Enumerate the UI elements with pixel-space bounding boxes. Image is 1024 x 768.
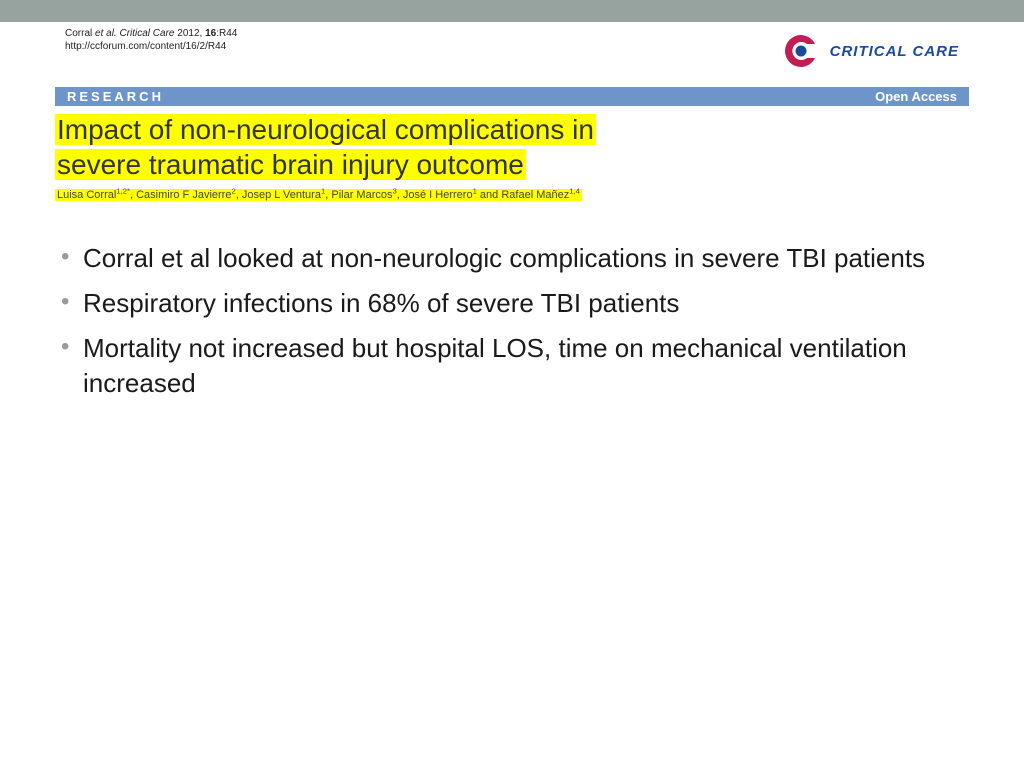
journal-brand: CRITICAL CARE bbox=[782, 32, 959, 70]
title-line-1: Impact of non-neurological complications… bbox=[55, 114, 596, 145]
citation-suffix: :R44 bbox=[216, 28, 237, 39]
authors-line: Luisa Corral1,2*, Casimiro F Javierre2, … bbox=[55, 186, 969, 201]
list-item: Corral et al looked at non-neurologic co… bbox=[55, 241, 969, 276]
paper-header: Corral et al. Critical Care 2012, 16:R44… bbox=[55, 22, 969, 87]
paper-title: Impact of non-neurological complications… bbox=[55, 112, 969, 182]
research-bar: RESEARCH Open Access bbox=[55, 87, 969, 106]
slide-top-bar bbox=[0, 0, 1024, 22]
research-label: RESEARCH bbox=[67, 89, 164, 104]
list-item: Mortality not increased but hospital LOS… bbox=[55, 331, 969, 401]
brand-text: CRITICAL CARE bbox=[830, 43, 959, 60]
citation-prefix: Corral bbox=[65, 28, 95, 39]
open-access-label: Open Access bbox=[875, 89, 957, 104]
citation-vol: 16 bbox=[205, 28, 216, 39]
list-item: Respiratory infections in 68% of severe … bbox=[55, 286, 969, 321]
slide-content: Corral et al looked at non-neurologic co… bbox=[55, 241, 969, 401]
citation-italic: et al. Critical Care bbox=[95, 28, 177, 39]
bullet-list: Corral et al looked at non-neurologic co… bbox=[55, 241, 969, 401]
citation-year: 2012, bbox=[177, 28, 205, 39]
critical-care-logo-icon bbox=[782, 32, 820, 70]
title-line-2: severe traumatic brain injury outcome bbox=[55, 149, 526, 180]
